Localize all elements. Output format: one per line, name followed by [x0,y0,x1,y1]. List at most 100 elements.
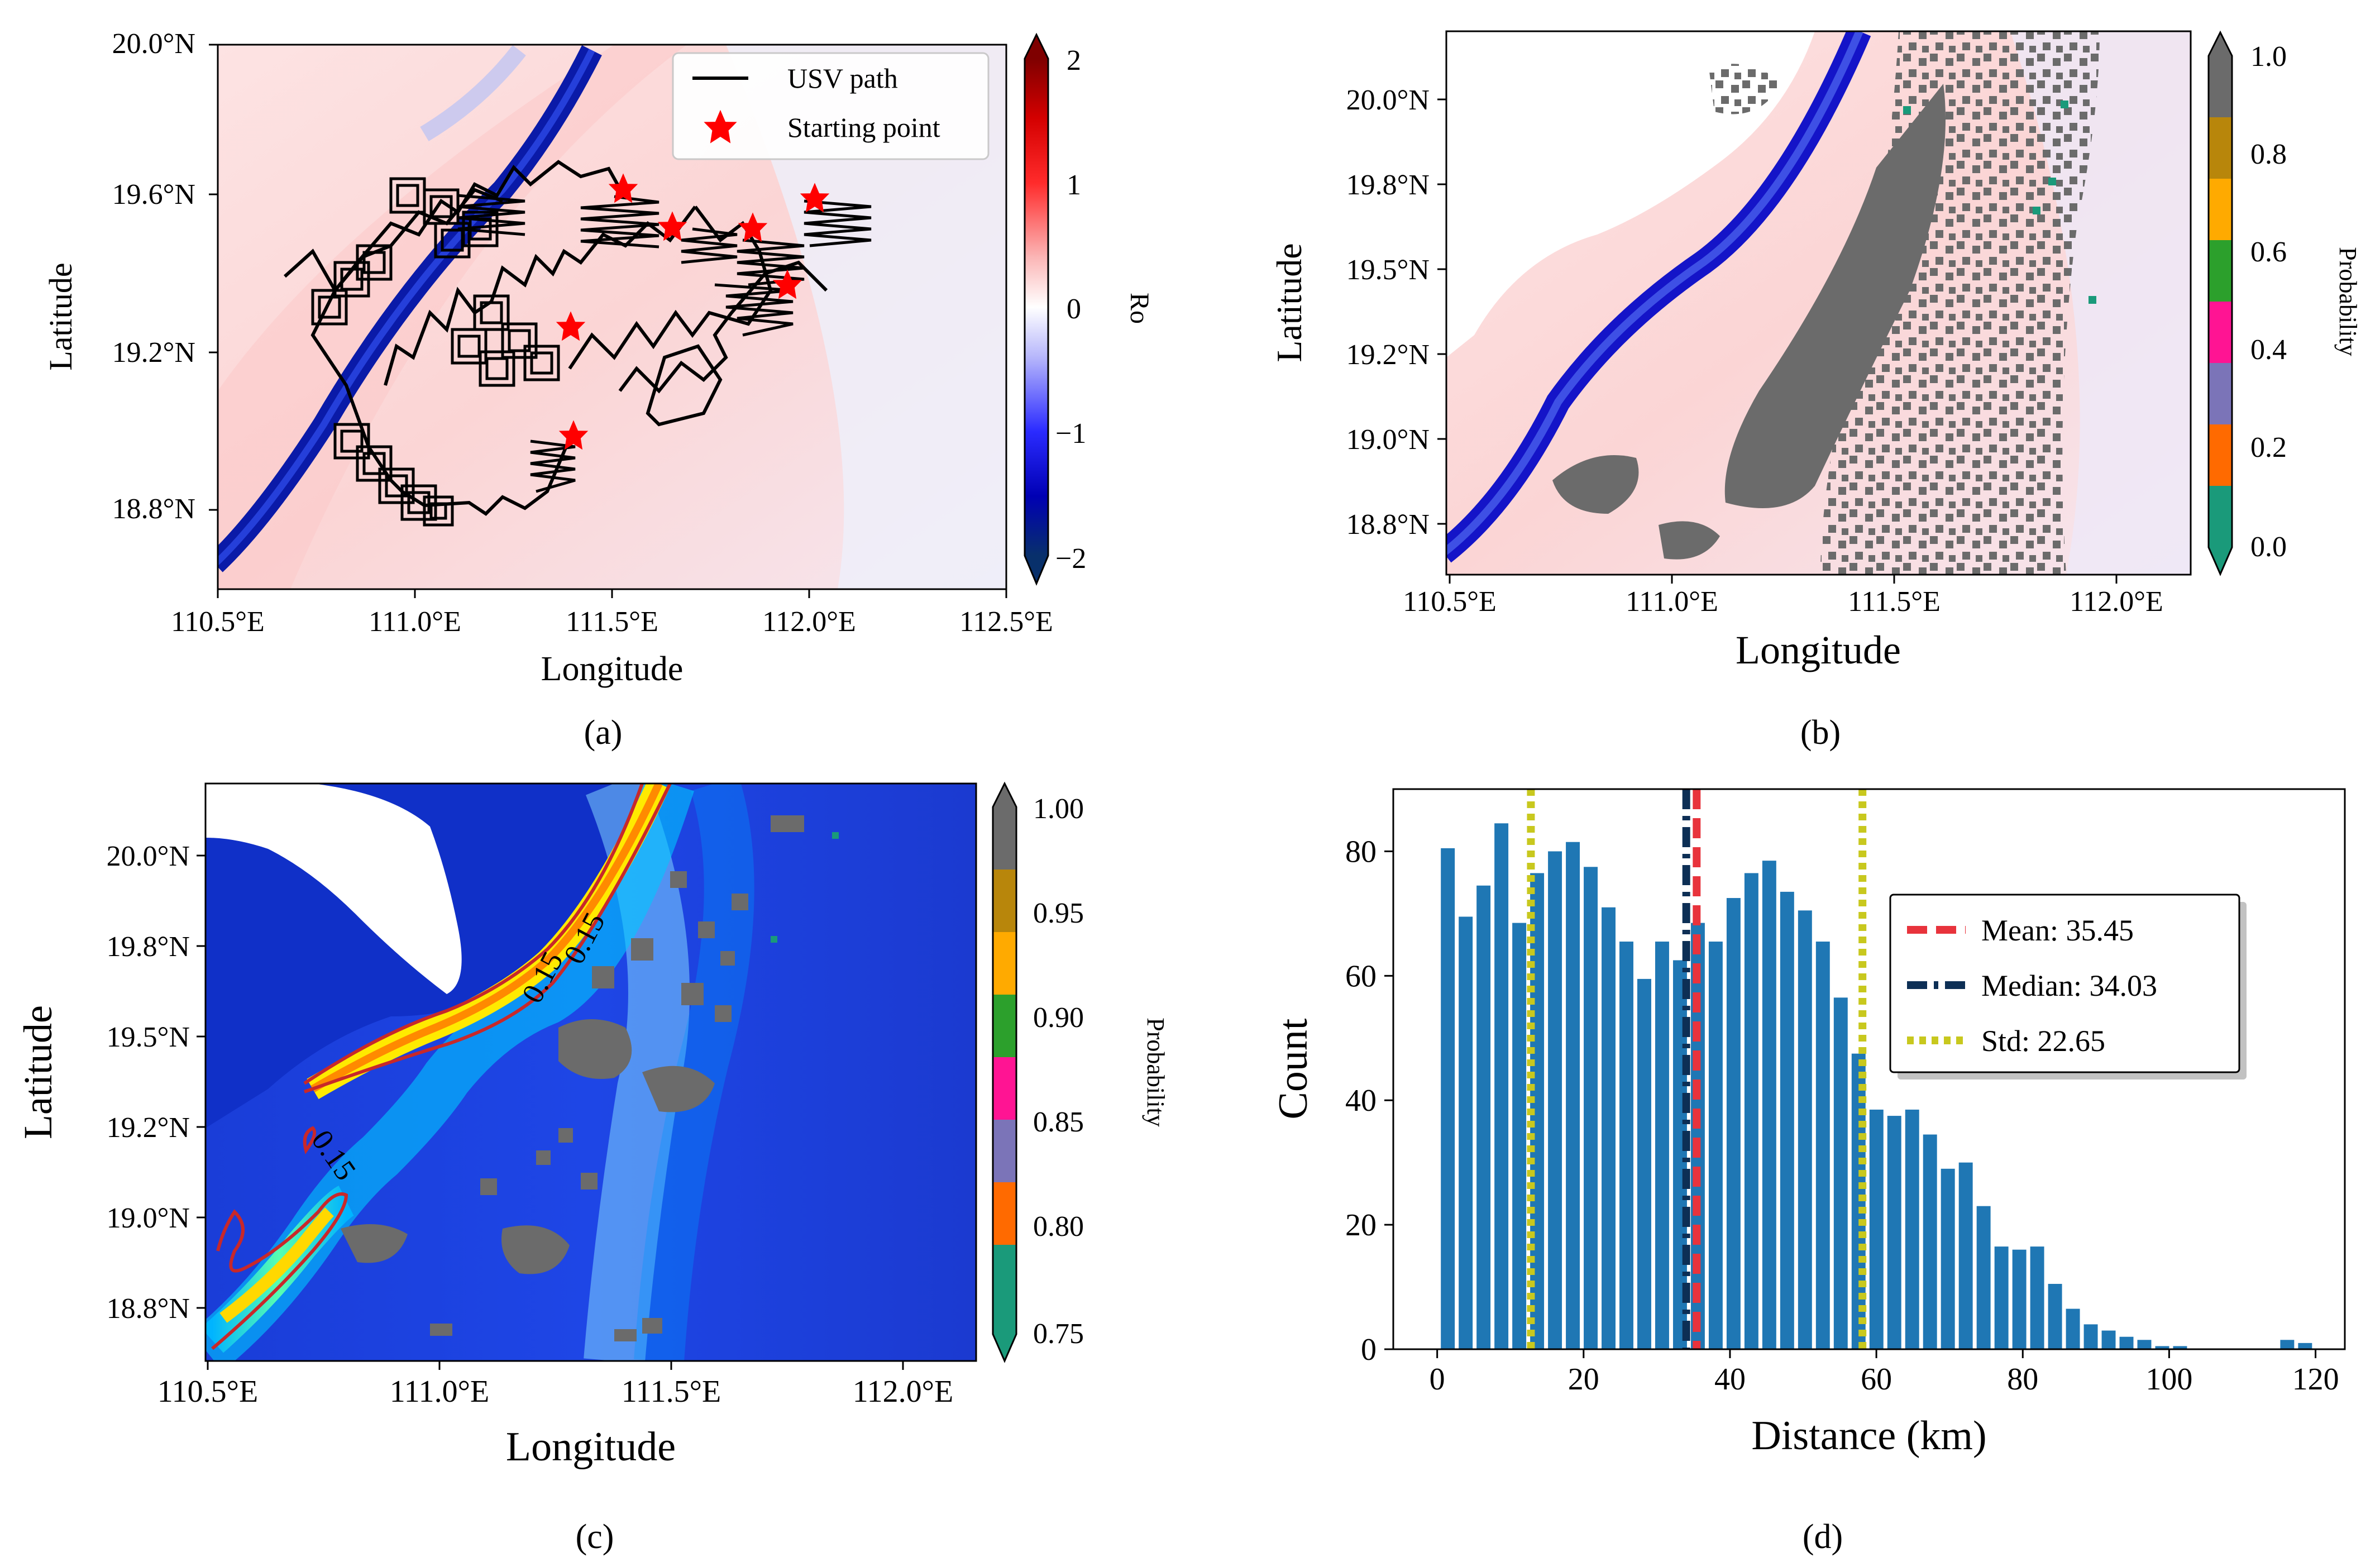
histogram-bar [1958,1162,1973,1349]
panel-b-ytick-19.5: 19.5°N [1346,254,1430,286]
panel-d-xlabel: Distance (km) [1751,1413,1986,1459]
panel-a-cbar-tick-0: 0 [1067,293,1081,325]
panel-a-xlabel: Longitude [541,650,684,688]
panel-b-low-prob-cells [1903,101,2096,304]
panel-b-ytick-20.0: 20.0°N [1346,84,1430,116]
panel-c-frame [204,782,977,1362]
histogram-bar [1655,942,1669,1349]
panel-a-label: (a) [584,714,623,752]
panel-c-cbar-tick-1.00: 1.00 [1033,793,1084,825]
panel-b-ytick-19.8: 19.8°N [1346,169,1430,201]
panel-b-cbar-label: Probability [2334,247,2362,356]
xtick-label: 20 [1568,1362,1599,1397]
histogram-bar [1602,907,1616,1349]
panel-b-cbar-tick-0.2: 0.2 [2250,432,2287,464]
panel-d-xticks: 0 20 40 60 80 100 120 [1430,1349,2339,1397]
panel-a-cbar-tick-2: 2 [1067,45,1081,77]
panel-b-xtick-111.0: 111.0°E [1626,586,1718,618]
panel-a-xtick-112.5: 112.5°E [959,606,1053,638]
panel-c-xtick-110.5: 110.5°E [157,1374,259,1409]
panel-a-ytick-19.6: 19.6°N [112,179,195,211]
histogram-bar [2155,1346,2169,1349]
panel-a-cbar-label: Ro [1125,293,1154,324]
histogram-bar [1726,898,1741,1349]
panel-c-ytick-19.0: 19.0°N [107,1202,190,1234]
histogram-bar [1494,823,1509,1349]
starting-point-7 [558,420,589,450]
panel-b-cbar-tick-0.8: 0.8 [2250,138,2287,170]
panel-c-cbar-tick-0.75: 0.75 [1033,1318,1084,1350]
panel-b-cbar-tick-0.6: 0.6 [2250,236,2287,268]
xtick-label: 80 [2007,1362,2038,1397]
panel-c-axes [197,854,904,1370]
panel-b-probability-map [1446,31,2191,575]
panel-a-legend: USV path Starting point [672,52,990,160]
panel-c-ylabel: Latitude [16,1005,60,1139]
histogram-bar [2173,1346,2187,1349]
panel-c-colorbar: 1.00 0.95 0.90 0.85 0.80 0.75 Probabilit… [992,781,1169,1363]
histogram-bar [1815,942,1830,1349]
panel-b-axes [1437,98,2118,584]
histogram-bar [1887,1116,1901,1349]
panel-d-frame [1392,788,2346,1350]
panel-c-ytick-20.0: 20.0°N [107,840,190,872]
histogram-bar [1762,861,1776,1349]
histogram-bar [1941,1168,1955,1349]
histogram-bar [2030,1246,2044,1349]
starting-point-6 [556,311,586,341]
panel-a-ylabel: Latitude [42,262,79,370]
starting-point-2 [657,211,687,241]
usv-square-spirals [311,177,560,527]
legend-star-icon [704,109,737,144]
legend-median-label: Median: 34.03 [1981,969,2157,1002]
starting-point-1 [608,173,638,203]
histogram-bar [2048,1283,2062,1349]
panel-c-cbar-tick-0.85: 0.85 [1033,1106,1084,1138]
histogram-bar [1584,867,1598,1349]
panel-c-cbar-tick-0.95: 0.95 [1033,897,1084,929]
histogram-bar [1708,942,1723,1349]
xtick-label: 120 [2292,1362,2339,1397]
panel-b-gray-core [1724,84,1946,508]
panel-c-ytick-19.5: 19.5°N [107,1021,190,1053]
panel-a-xtick-111.5: 111.5°E [566,606,658,638]
panel-a: USV path Starting point 20.0°N 19.6°N 19… [42,28,1154,752]
panel-c-xtick-112.0: 112.0°E [853,1374,954,1409]
panel-a-cbar-tick-m1: −1 [1055,418,1086,450]
panel-c-gray-cells [341,815,804,1341]
histogram-bar [1923,1134,1937,1349]
histogram-bar [2137,1340,2152,1349]
legend-mean-label: Mean: 35.45 [1981,914,2134,947]
starting-point-5 [772,269,802,299]
panel-c-ytick-19.8: 19.8°N [107,931,190,963]
ytick-label: 20 [1345,1208,1377,1243]
panel-a-xtick-110.5: 110.5°E [171,606,265,638]
xtick-label: 0 [1430,1362,1445,1397]
panel-a-cbar-tick-1: 1 [1067,169,1081,201]
histogram-bar [2298,1343,2312,1349]
panel-b-ylabel: Latitude [1269,243,1309,362]
histogram-bar [1976,1206,1991,1349]
panel-d-reference-lines [1527,789,1867,1349]
panel-b-cbar-tick-0.0: 0.0 [2250,531,2287,563]
panel-b-frame [1445,30,2192,576]
ytick-label: 60 [1345,959,1377,993]
xtick-label: 40 [1714,1362,1746,1397]
xtick-label: 100 [2145,1362,2192,1397]
histogram-bar [1905,1109,1919,1349]
histogram-bar [2066,1308,2080,1349]
panel-d-ylabel: Count [1270,1018,1316,1119]
legend-starting-point-label: Starting point [787,112,940,143]
panel-b-xtick-112.0: 112.0°E [2070,586,2163,618]
ytick-label: 80 [1345,834,1377,869]
histogram-bar [2101,1330,2116,1349]
panel-b-xtick-111.5: 111.5°E [1848,586,1941,618]
panel-c-xtick-111.5: 111.5°E [622,1374,721,1409]
panel-d-label: (d) [1803,1518,1843,1556]
ytick-label: 40 [1345,1083,1377,1118]
histogram-bar [2012,1249,2027,1349]
histogram-bar [1637,978,1651,1349]
panel-a-xtick-112.0: 112.0°E [762,606,856,638]
